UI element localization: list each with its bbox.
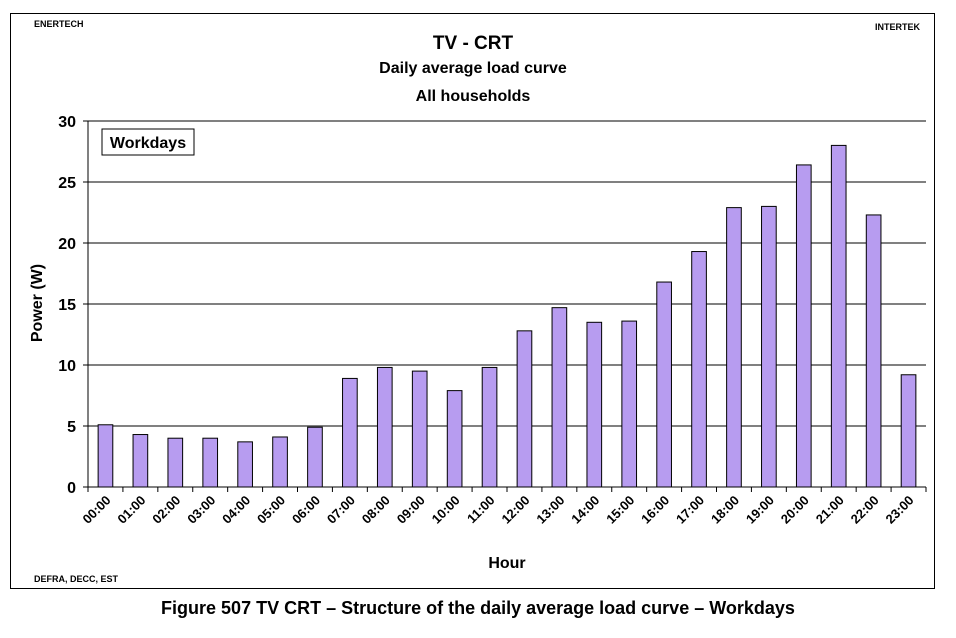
x-axis-label: Hour (488, 555, 525, 572)
y-tick-label: 10 (58, 358, 76, 375)
bar (446, 390, 463, 488)
chart-title: TV - CRT (433, 33, 514, 54)
x-tick-label: 05:00 (254, 493, 288, 527)
y-tick-label: 20 (58, 236, 76, 253)
x-tick-label: 21:00 (813, 493, 847, 527)
x-tick-label: 23:00 (883, 493, 917, 527)
y-tick-labels: 0 5 10 15 20 25 30 (58, 114, 76, 497)
x-tick-label: 10:00 (429, 493, 463, 527)
bar (621, 320, 638, 488)
x-tick-label: 07:00 (324, 493, 358, 527)
x-tick-label: 12:00 (498, 493, 532, 527)
bar (481, 366, 498, 488)
legend-label: Workdays (110, 135, 186, 152)
y-tick-label: 30 (58, 114, 76, 131)
bar (307, 426, 323, 488)
bar (900, 374, 917, 488)
figure-caption: Figure 507 TV CRT – Structure of the dai… (161, 598, 795, 618)
x-tick-label: 14:00 (568, 493, 602, 527)
bar (132, 434, 149, 488)
bars-group (97, 144, 917, 488)
y-tick-label: 15 (58, 297, 76, 314)
x-tick-label: 02:00 (149, 493, 183, 527)
x-tick-label: 04:00 (219, 493, 253, 527)
bar (516, 330, 533, 488)
y-tick-label: 25 (58, 175, 76, 192)
x-tick-label: 18:00 (708, 493, 742, 527)
bar (726, 207, 742, 488)
chart-frame (10, 13, 935, 589)
x-tick-label: 09:00 (394, 493, 428, 527)
bar-chart: TV - CRT Daily average load curve All ho… (29, 33, 927, 572)
chart-subtitle: Daily average load curve (379, 60, 567, 77)
legend-box (101, 128, 195, 156)
bar (830, 144, 847, 488)
x-tick-label: 01:00 (114, 493, 148, 527)
source-label-enertech: ENERTECH (34, 19, 84, 29)
bar (342, 377, 358, 488)
bar (761, 205, 777, 488)
x-tick-label: 00:00 (79, 493, 113, 527)
x-tick-label: 20:00 (778, 493, 812, 527)
bar (865, 214, 882, 488)
source-label-defra: DEFRA, DECC, EST (34, 574, 119, 584)
bar (97, 424, 114, 488)
x-tick-label: 16:00 (638, 493, 672, 527)
x-tick-label: 06:00 (289, 493, 323, 527)
bar (656, 281, 672, 488)
x-tick-label: 03:00 (184, 493, 218, 527)
bar (691, 251, 707, 488)
x-tick-label: 22:00 (848, 493, 882, 527)
y-tick-label: 0 (67, 480, 76, 497)
y-axis-label: Power (W) (29, 264, 46, 342)
source-label-intertek: INTERTEK (875, 22, 920, 32)
x-tick-labels: 00:00 01:00 02:00 03:00 04:00 05:00 06:00 07:00… (79, 493, 916, 527)
bar (376, 366, 393, 488)
grid-lines (88, 120, 926, 427)
x-tick-label: 19:00 (743, 493, 777, 527)
bar (272, 436, 288, 488)
x-tick-label: 08:00 (359, 493, 393, 527)
bar (551, 307, 568, 488)
bar (586, 321, 603, 488)
chart-subtitle-2: All households (416, 88, 531, 105)
x-tick-label: 17:00 (673, 493, 707, 527)
bar (237, 441, 253, 488)
bar (167, 437, 184, 488)
bar (795, 164, 812, 488)
x-tick-label: 15:00 (603, 493, 637, 527)
axes-group (83, 120, 927, 492)
y-tick-label: 5 (67, 419, 76, 436)
bar (411, 370, 428, 488)
bar (202, 437, 219, 488)
x-tick-label: 11:00 (464, 493, 498, 527)
x-tick-label: 13:00 (533, 493, 567, 527)
